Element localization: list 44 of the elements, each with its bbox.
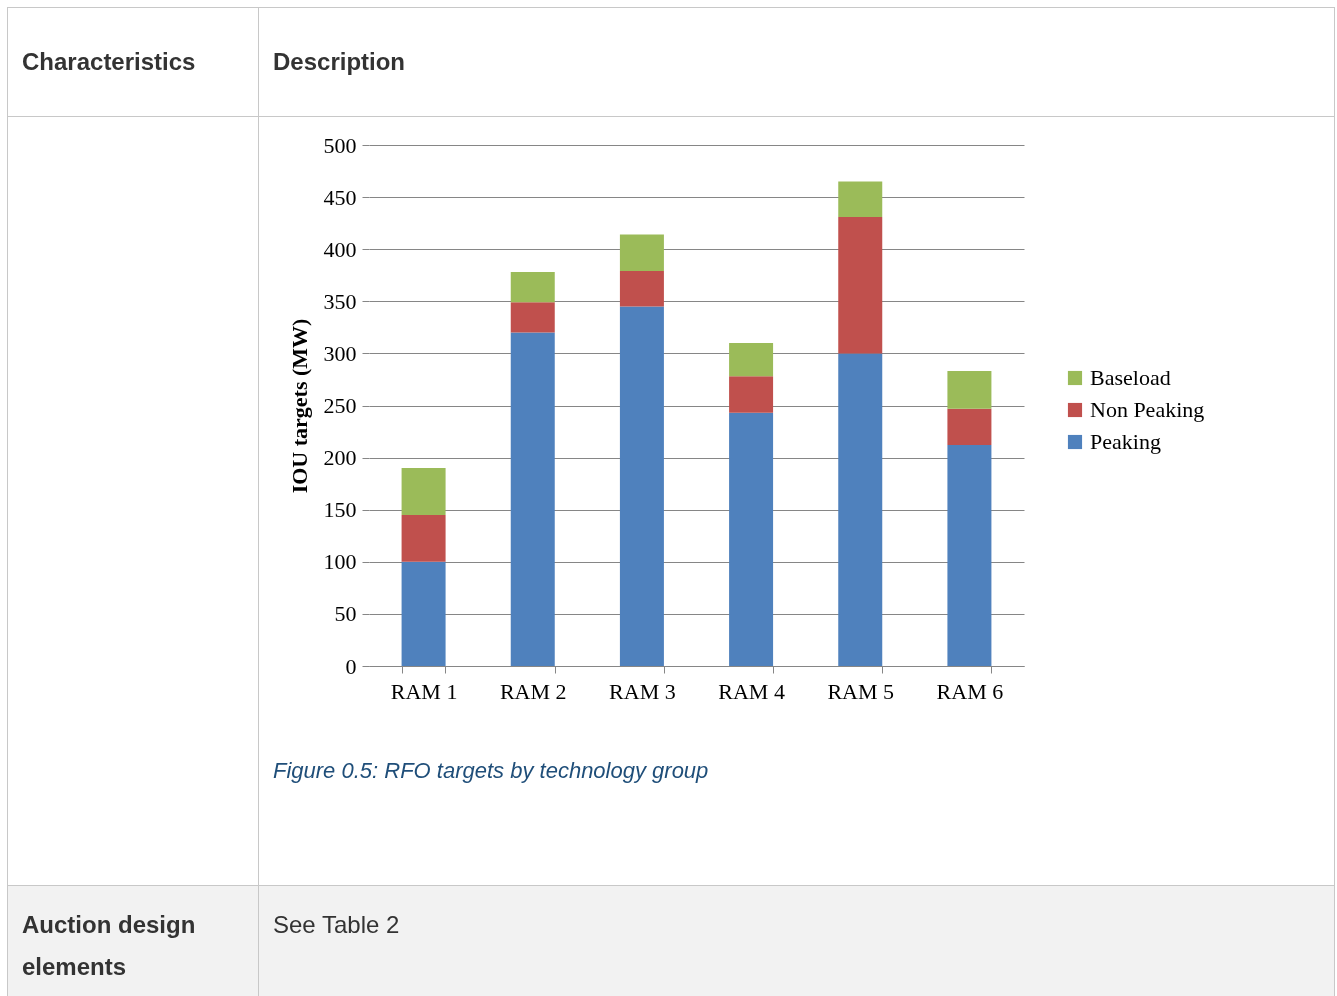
bar bbox=[729, 342, 774, 377]
y-tick-label: 350 bbox=[323, 288, 357, 314]
bar bbox=[510, 272, 555, 303]
bar bbox=[510, 302, 555, 333]
y-tick-label: 400 bbox=[323, 236, 357, 262]
bar bbox=[401, 514, 446, 562]
bar bbox=[947, 408, 992, 446]
bar bbox=[947, 445, 992, 666]
y-tick-label: 300 bbox=[323, 340, 357, 366]
bar bbox=[401, 561, 446, 666]
y-tick-label: 0 bbox=[345, 653, 357, 679]
legend-label: Non Peaking bbox=[1090, 397, 1205, 422]
bar bbox=[729, 376, 774, 413]
y-tick-label: 200 bbox=[323, 445, 357, 471]
bar bbox=[619, 234, 664, 272]
y-tick-label: 100 bbox=[323, 549, 357, 575]
y-tick-label: 150 bbox=[323, 497, 357, 523]
y-tick-label: 250 bbox=[323, 393, 357, 418]
bar bbox=[619, 306, 664, 666]
y-axis-title: IOU targets (MW) bbox=[286, 318, 312, 494]
bar bbox=[838, 353, 883, 666]
bar bbox=[838, 216, 883, 354]
bar bbox=[947, 371, 992, 409]
y-tick-label: 50 bbox=[334, 601, 357, 627]
text: Auction design elements bbox=[7, 885, 259, 996]
x-tick-label: RAM 2 bbox=[499, 678, 567, 704]
bar bbox=[838, 181, 883, 217]
legend-label: Peaking bbox=[1090, 429, 1161, 454]
text: See Table 2 bbox=[258, 885, 1335, 996]
x-tick-label: RAM 4 bbox=[718, 678, 785, 704]
bar bbox=[510, 332, 555, 666]
bar bbox=[401, 468, 446, 515]
text: Description bbox=[258, 7, 1335, 117]
bar bbox=[619, 271, 664, 307]
text: Characteristics bbox=[7, 7, 259, 117]
y-tick-label: 450 bbox=[323, 184, 357, 210]
x-tick-label: RAM 5 bbox=[827, 678, 895, 704]
x-tick-label: RAM 6 bbox=[936, 678, 1004, 704]
bar bbox=[729, 412, 774, 666]
x-tick-label: RAM 3 bbox=[609, 678, 676, 704]
legend-label: Baseload bbox=[1090, 365, 1171, 390]
x-tick-label: RAM 1 bbox=[390, 678, 458, 704]
caption: Figure 0.5: RFO targets by technology group bbox=[273, 757, 710, 785]
y-tick-label: 500 bbox=[323, 132, 357, 158]
